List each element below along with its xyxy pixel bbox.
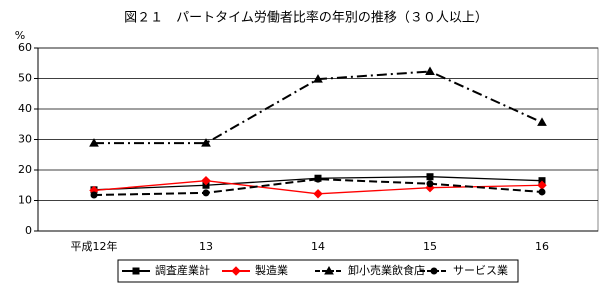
y-axis-label: % bbox=[15, 29, 25, 42]
legend-label: 調査産業計 bbox=[155, 263, 210, 277]
legend-marker bbox=[132, 267, 140, 275]
y-tick-label: 0 bbox=[25, 224, 32, 237]
x-tick-label: 13 bbox=[199, 240, 213, 253]
x-tick-label: 平成12年 bbox=[71, 239, 118, 253]
marker bbox=[201, 138, 211, 147]
series-line bbox=[93, 178, 543, 197]
marker bbox=[313, 74, 323, 83]
legend-label: サービス業 bbox=[453, 264, 508, 277]
x-tick-label: 14 bbox=[311, 240, 325, 253]
marker bbox=[425, 66, 435, 75]
marker bbox=[538, 188, 546, 196]
y-tick-label: 20 bbox=[18, 163, 32, 176]
x-tick-label: 15 bbox=[423, 240, 437, 253]
marker bbox=[202, 189, 210, 197]
legend-marker bbox=[430, 267, 438, 275]
y-tick-label: 50 bbox=[18, 72, 32, 85]
legend-label: 卸小売業飲食店 bbox=[348, 263, 425, 277]
legend-marker bbox=[324, 265, 334, 275]
legend-box bbox=[117, 259, 519, 283]
y-tick-label: 60 bbox=[18, 41, 32, 54]
marker bbox=[90, 191, 98, 199]
legend-marker bbox=[231, 266, 241, 276]
y-tick-label: 30 bbox=[18, 133, 32, 146]
marker bbox=[537, 117, 547, 126]
marker bbox=[426, 180, 434, 188]
x-tick-label: 16 bbox=[535, 240, 549, 253]
marker bbox=[314, 175, 322, 183]
legend-label: 製造業 bbox=[255, 263, 288, 277]
y-tick-label: 10 bbox=[18, 194, 32, 207]
chart-title: 図２１ パートタイム労働者比率の年別の推移（３０人以上） bbox=[124, 10, 488, 26]
y-tick-label: 40 bbox=[18, 102, 32, 115]
marker bbox=[426, 173, 434, 181]
marker bbox=[313, 189, 323, 199]
marker bbox=[89, 138, 99, 147]
marker bbox=[201, 175, 211, 186]
